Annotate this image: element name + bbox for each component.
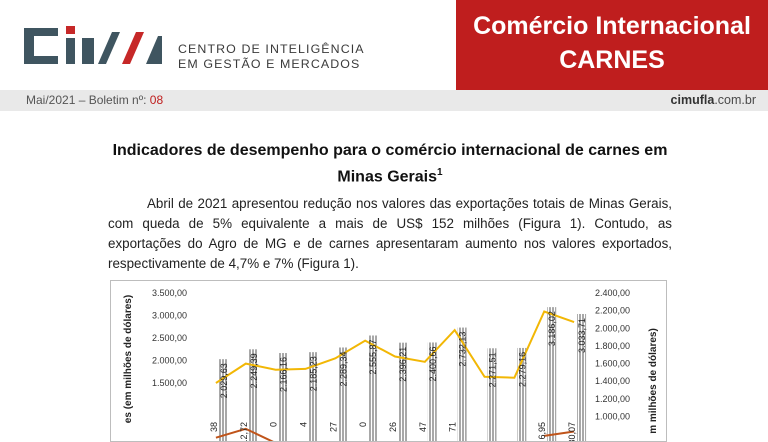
bar: [308, 352, 318, 441]
right-axis-tick: 2.000,00: [595, 323, 630, 333]
bar-data-label: 3.033,71: [577, 318, 587, 353]
site-name: cimufla: [670, 93, 715, 107]
right-axis-tick: 1.400,00: [595, 376, 630, 386]
bar-data-label: 3.186,02: [547, 311, 557, 346]
site-link[interactable]: cimufla.com.br: [671, 93, 756, 107]
banner-title: Comércio Internacional: [473, 12, 751, 40]
partial-data-label: 71: [448, 422, 458, 432]
bar: [248, 349, 258, 441]
left-axis-label: es (em milhões de dólares): [123, 295, 134, 423]
footnote-marker: 1: [437, 167, 443, 178]
bar: [577, 313, 587, 441]
org-name-line1: CENTRO DE INTELIGÊNCIA: [178, 42, 365, 56]
article-title-text: Indicadores de desempenho para o comérci…: [112, 142, 668, 186]
partial-data-label: 0: [358, 422, 368, 427]
bar: [338, 347, 348, 441]
bar: [547, 307, 557, 441]
bar-data-label: 2.249,39: [249, 353, 259, 388]
site-domain: .com.br: [714, 93, 756, 107]
partial-data-label: 47: [418, 422, 428, 432]
page-header: CENTRO DE INTELIGÊNCIA EM GESTÃO E MERCA…: [0, 0, 768, 90]
bar-data-label: 2.166,16: [279, 357, 289, 392]
right-axis-tick: 1.000,00: [595, 412, 630, 422]
left-axis-tick: 2.500,00: [152, 333, 187, 343]
right-axis-tick: 2.400,00: [595, 288, 630, 298]
bar: [487, 348, 497, 441]
partial-data-label: 26: [388, 422, 398, 432]
bulletin-prefix: Mai/2021 – Boletim nº:: [26, 93, 147, 107]
partial-data-label: 27: [328, 422, 338, 432]
figure-1: 3.500,00 3.000,00 2.500,00 2.000,00 1.500,00…: [110, 280, 667, 442]
org-name-line2: EM GESTÃO E MERCADOS: [178, 57, 361, 71]
bar: [517, 347, 527, 441]
meta-bar: Mai/2021 – Boletim nº: 08 cimufla.com.br: [0, 90, 768, 111]
left-axis-tick: 3.000,00: [152, 311, 187, 321]
banner-subtitle: CARNES: [559, 46, 665, 74]
exports-chart: 3.500,00 3.000,00 2.500,00 2.000,00 1.500,00…: [123, 288, 659, 441]
bar-data-label: 2.271,51: [488, 352, 498, 387]
partial-data-label: 0: [269, 422, 279, 427]
partial-data-label: 012,72: [239, 422, 249, 441]
left-axis-tick: 1.500,00: [152, 378, 187, 388]
bar-data-label: 2.289,34: [338, 352, 348, 387]
bulletin-number: 08: [149, 93, 164, 107]
bar-data-label: 2.279,16: [517, 352, 527, 387]
bulletin-info: Mai/2021 – Boletim nº: 08: [26, 93, 163, 107]
partial-data-label: 30,07: [567, 422, 577, 441]
intro-paragraph: Abril de 2021 apresentou redução nos val…: [108, 196, 672, 271]
bar: [427, 342, 437, 441]
bar-data-label: 2.396,21: [398, 347, 408, 382]
bar-data-label: 2.400,66: [428, 347, 438, 382]
partial-data-label: 4: [299, 422, 309, 427]
bar: [218, 359, 228, 441]
right-axis-tick: 1.200,00: [595, 394, 630, 404]
right-axis-tick: 2.200,00: [595, 306, 630, 316]
bar: [368, 335, 378, 441]
bar-data-label: 2.029,63: [219, 363, 229, 398]
right-axis-label: m milhões de dólares): [648, 328, 659, 434]
bar: [278, 353, 288, 441]
article-title: Indicadores de desempenho para o comérci…: [100, 140, 680, 188]
right-axis-tick: 1.600,00: [595, 359, 630, 369]
series-line-yellow: [215, 310, 575, 384]
left-axis-tick: 2.000,00: [152, 356, 187, 366]
org-name: CENTRO DE INTELIGÊNCIA EM GESTÃO E MERCA…: [178, 42, 365, 72]
right-axis-tick: 1.800,00: [595, 341, 630, 351]
bar: [457, 327, 467, 441]
bar-data-label: 2.185,23: [309, 356, 319, 391]
topic-banner: Comércio Internacional CARNES: [456, 0, 768, 90]
bar: [398, 342, 407, 441]
partial-data-label: 38: [209, 422, 219, 432]
cim-logo: [24, 26, 162, 64]
bar-data-label: 2.555,87: [368, 340, 378, 375]
bar-data-label: 2.732,13: [458, 332, 468, 367]
left-axis-tick: 3.500,00: [152, 288, 187, 298]
